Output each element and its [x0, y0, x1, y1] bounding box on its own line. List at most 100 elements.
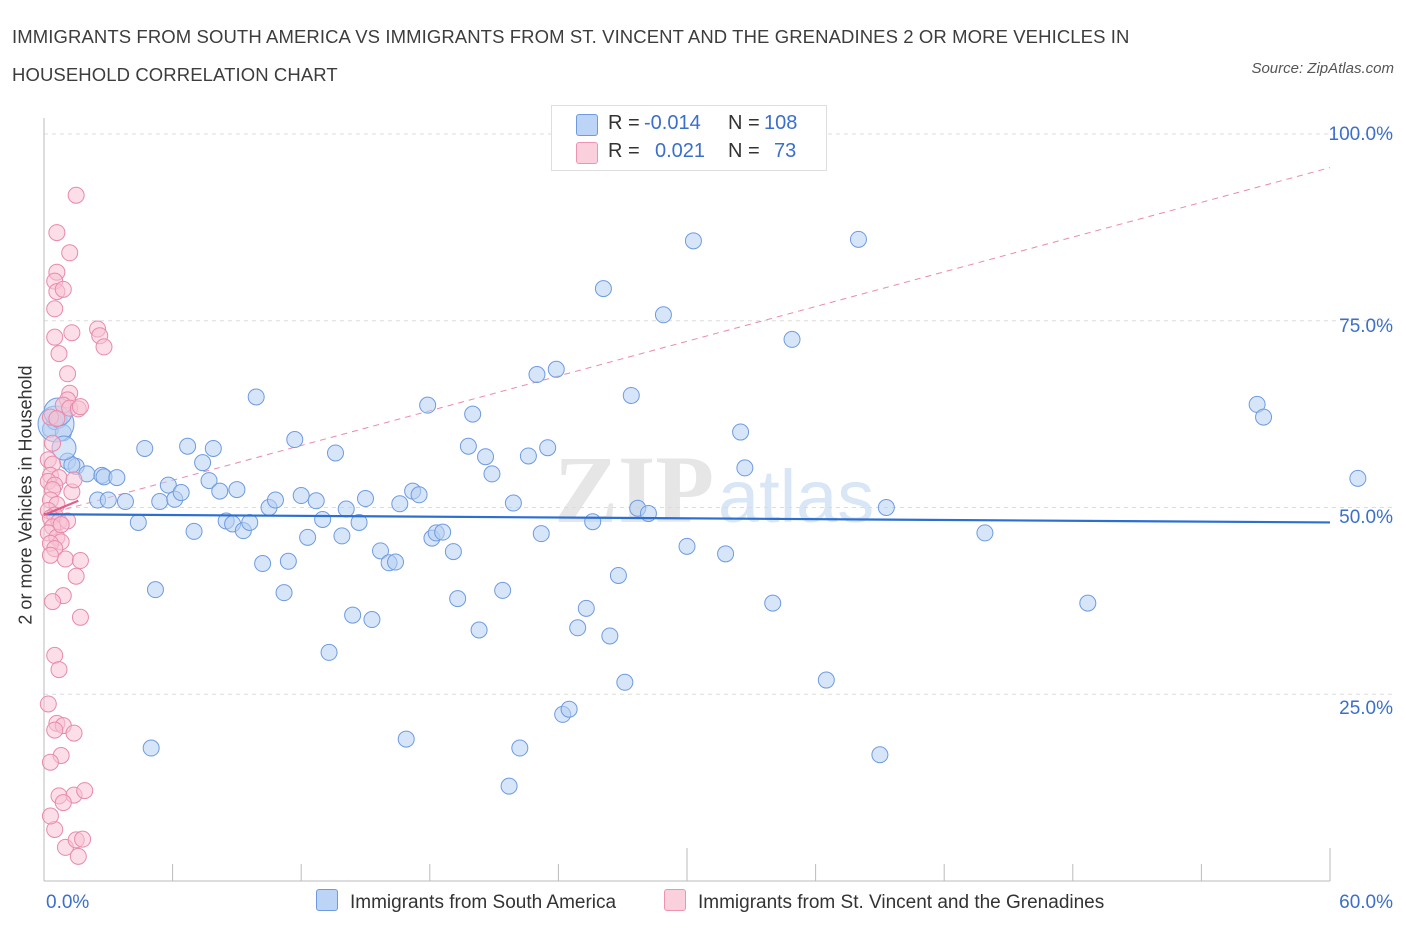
- point-south-america: [391, 495, 409, 513]
- point-south-america: [194, 454, 212, 472]
- point-south-america: [116, 493, 134, 511]
- chart-source: Source: ZipAtlas.com: [1251, 60, 1394, 77]
- point-south-america: [200, 472, 218, 490]
- point-st-vincent: [41, 753, 59, 771]
- point-south-america: [519, 447, 537, 465]
- point-south-america: [594, 280, 612, 298]
- point-st-vincent: [71, 608, 89, 626]
- point-south-america: [444, 543, 462, 561]
- y-tick-label: 50.0%: [1339, 507, 1393, 528]
- point-south-america: [500, 777, 518, 795]
- point-south-america: [877, 499, 895, 516]
- point-south-america: [511, 739, 529, 757]
- point-south-america: [616, 673, 634, 691]
- point-st-vincent: [65, 471, 83, 489]
- point-st-vincent: [44, 593, 62, 611]
- point-south-america: [1255, 408, 1273, 426]
- series-st-vincent: [39, 186, 113, 865]
- legend-n-value: 108: [764, 112, 798, 134]
- legend-n-label: N =: [728, 140, 760, 162]
- point-st-vincent: [61, 244, 79, 262]
- point-south-america: [654, 306, 672, 324]
- series-name-st-vincent: Immigrants from St. Vincent and the Gren…: [698, 892, 1105, 913]
- point-south-america: [609, 566, 627, 584]
- point-south-america: [459, 437, 477, 455]
- point-south-america: [464, 405, 482, 423]
- point-south-america: [976, 524, 994, 542]
- x-tick-label: 0.0%: [46, 892, 89, 913]
- point-south-america: [483, 465, 501, 483]
- point-st-vincent: [39, 695, 57, 713]
- point-south-america: [504, 494, 522, 512]
- point-st-vincent: [50, 661, 68, 679]
- correlation-legend: R = -0.014 N = 108 R = 0.021 N = 73: [551, 105, 827, 171]
- trend-extension-st-vincent: [43, 167, 1331, 516]
- point-south-america: [539, 439, 557, 457]
- legend-swatch-blue: [316, 889, 338, 911]
- legend-n-label: N =: [728, 112, 760, 134]
- point-st-vincent: [48, 224, 66, 242]
- point-st-vincent: [67, 567, 85, 585]
- trend-lines: [43, 499, 1331, 524]
- point-south-america: [622, 386, 640, 404]
- point-south-america: [764, 594, 782, 612]
- point-south-america: [275, 584, 293, 602]
- legend-swatch-pink: [576, 142, 598, 164]
- point-st-vincent: [52, 516, 70, 534]
- point-st-vincent: [46, 721, 64, 739]
- point-st-vincent: [46, 646, 64, 664]
- point-south-america: [419, 396, 437, 414]
- point-south-america: [108, 469, 126, 487]
- point-st-vincent: [74, 830, 92, 848]
- chart-title: IMMIGRANTS FROM SOUTH AMERICA VS IMMIGRA…: [12, 26, 1130, 85]
- point-south-america: [434, 523, 452, 541]
- point-south-america: [292, 487, 310, 505]
- legend-n-value: 73: [774, 140, 797, 162]
- point-south-america: [179, 437, 197, 455]
- point-st-vincent: [54, 280, 72, 298]
- point-st-vincent: [54, 794, 72, 812]
- point-south-america: [333, 527, 351, 545]
- point-south-america: [494, 581, 512, 599]
- point-south-america: [817, 671, 835, 689]
- point-st-vincent: [71, 398, 89, 416]
- point-south-america: [577, 599, 595, 617]
- point-st-vincent: [46, 300, 64, 318]
- point-st-vincent: [44, 434, 62, 452]
- point-st-vincent: [69, 847, 87, 865]
- point-south-america: [363, 611, 381, 629]
- legend-r-value: -0.014: [644, 112, 701, 134]
- series-name-south-america: Immigrants from South America: [350, 892, 617, 913]
- point-st-vincent: [50, 345, 68, 363]
- point-st-vincent: [48, 410, 66, 428]
- point-south-america: [241, 513, 259, 531]
- point-south-america: [1079, 594, 1097, 612]
- trend-line-st-vincent: [43, 499, 79, 516]
- point-south-america: [326, 444, 344, 462]
- y-tick-label: 75.0%: [1339, 316, 1393, 337]
- point-south-america: [185, 522, 203, 540]
- point-south-america: [849, 230, 867, 248]
- watermark-zip: ZIP: [554, 436, 714, 543]
- point-south-america: [172, 484, 190, 502]
- point-south-america: [279, 552, 297, 570]
- y-tick-label: 25.0%: [1339, 698, 1393, 719]
- point-south-america: [129, 513, 147, 531]
- point-south-america: [228, 481, 246, 499]
- point-south-america: [151, 493, 169, 511]
- watermark: ZIP atlas: [554, 436, 874, 543]
- point-st-vincent: [56, 550, 74, 568]
- point-st-vincent: [67, 186, 85, 204]
- point-south-america: [99, 491, 117, 509]
- point-south-america: [320, 643, 338, 661]
- point-south-america: [477, 448, 495, 466]
- point-south-america: [344, 606, 362, 624]
- point-south-america: [736, 459, 754, 477]
- y-tick-label: 100.0%: [1329, 124, 1394, 145]
- point-south-america: [547, 360, 565, 378]
- point-south-america: [871, 746, 889, 764]
- point-st-vincent: [63, 324, 81, 342]
- trend-line-south-america: [43, 513, 1331, 524]
- point-south-america: [532, 525, 550, 543]
